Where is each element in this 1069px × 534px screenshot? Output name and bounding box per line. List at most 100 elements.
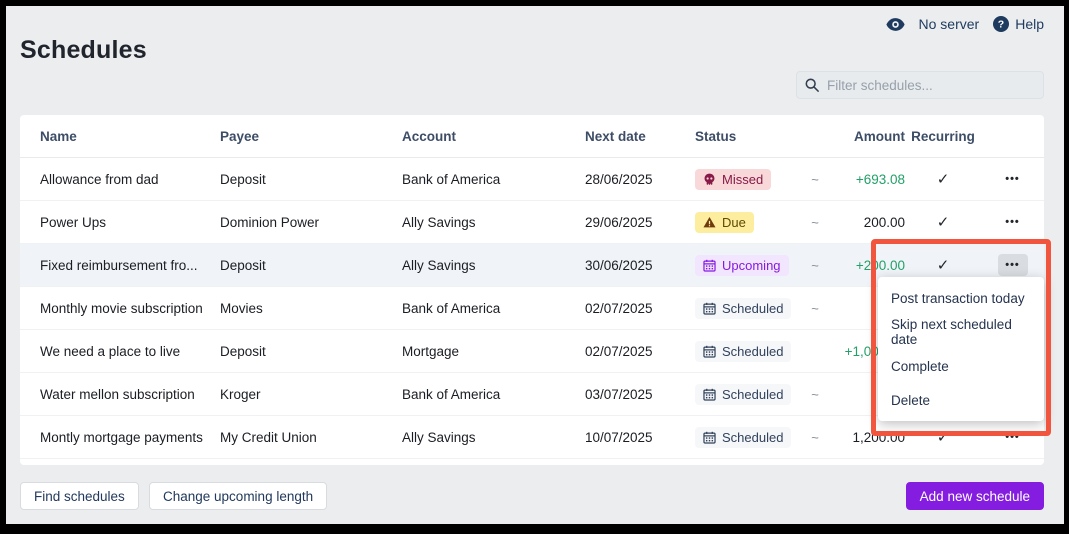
server-status-button[interactable]: No server: [919, 16, 980, 32]
row-menu-button[interactable]: •••: [1005, 172, 1020, 185]
schedule-next-date: 30/06/2025: [585, 257, 653, 273]
schedule-account: Bank of America: [402, 171, 501, 187]
row-menu-button[interactable]: •••: [1005, 215, 1020, 228]
calendar-icon: [703, 302, 716, 315]
column-header-name[interactable]: Name: [40, 128, 77, 144]
schedule-next-date: 10/07/2025: [585, 429, 653, 445]
add-new-schedule-button[interactable]: Add new schedule: [905, 482, 1044, 510]
schedule-payee: Deposit: [220, 171, 266, 187]
table-row[interactable]: Power Ups Dominion Power Ally Savings 29…: [20, 201, 1044, 244]
server-status-label: No server: [918, 16, 980, 32]
approx-tilde: ~: [811, 214, 819, 230]
schedule-payee: Deposit: [220, 343, 266, 359]
schedule-account: Ally Savings: [402, 214, 476, 230]
context-menu-item[interactable]: Delete: [891, 392, 931, 408]
status-badge: Scheduled: [695, 340, 792, 362]
help-label: Help: [1015, 16, 1044, 32]
schedule-name: Power Ups: [40, 214, 107, 230]
column-header-account[interactable]: Account: [402, 128, 456, 144]
schedule-account: Bank of America: [402, 386, 501, 402]
help-button[interactable]: ? Help: [993, 16, 1044, 32]
table-row[interactable]: Monthly movie subscription Movies Bank o…: [20, 287, 1044, 330]
schedule-name: Montly mortgage payments: [40, 429, 203, 445]
approx-tilde: ~: [811, 257, 819, 273]
column-header-next-date[interactable]: Next date: [585, 128, 646, 144]
schedules-page: No server ? Help Schedules Name Payee Ac…: [6, 6, 1064, 524]
top-bar: No server ? Help: [885, 16, 1044, 32]
schedule-next-date: 03/07/2025: [585, 386, 653, 402]
schedule-payee: Deposit: [220, 257, 266, 273]
help-icon: ?: [993, 16, 1010, 32]
context-menu-item[interactable]: Post transaction today: [891, 290, 1025, 306]
schedule-amount: +200.00: [855, 257, 905, 273]
schedule-next-date: 28/06/2025: [585, 171, 653, 187]
schedule-name: Allowance from dad: [40, 171, 159, 187]
column-header-payee[interactable]: Payee: [220, 128, 260, 144]
status-badge: Due: [695, 211, 754, 233]
calendar-icon: [703, 388, 716, 401]
column-header-status[interactable]: Status: [695, 128, 737, 144]
svg-text:?: ?: [998, 19, 1004, 31]
schedule-name: Fixed reimbursement fro...: [40, 257, 198, 273]
status-label: Missed: [722, 171, 764, 187]
calendar-icon: [703, 345, 716, 358]
schedule-account: Ally Savings: [402, 429, 476, 445]
table-row[interactable]: Montly mortgage payments My Credit Union…: [20, 416, 1044, 459]
status-label: Upcoming: [722, 257, 781, 273]
status-badge: Missed: [695, 168, 772, 190]
filter-schedules-input[interactable]: [825, 76, 1035, 94]
schedule-amount: 1,200.00: [852, 429, 905, 445]
schedule-account: Mortgage: [402, 343, 460, 359]
status-label: Scheduled: [722, 386, 784, 402]
filter-box: [796, 71, 1044, 99]
context-menu: Post transaction today Skip next schedule…: [878, 277, 1044, 421]
context-menu-item[interactable]: Skip next scheduled date: [891, 317, 1012, 347]
skull-icon: [704, 173, 715, 185]
status-label: Scheduled: [722, 343, 784, 359]
find-schedules-button[interactable]: Find schedules: [20, 482, 139, 510]
approx-tilde: ~: [811, 386, 819, 402]
status-badge: Scheduled: [695, 297, 792, 319]
schedule-account: Bank of America: [402, 300, 501, 316]
schedule-payee: Movies: [220, 300, 263, 316]
recurring-check-icon: ✓: [936, 429, 950, 446]
status-badge: Scheduled: [695, 383, 792, 405]
schedule-next-date: 29/06/2025: [585, 214, 653, 230]
schedule-next-date: 02/07/2025: [585, 300, 653, 316]
column-header-amount[interactable]: Amount: [854, 128, 905, 144]
schedule-name: Water mellon subscription: [40, 386, 195, 402]
approx-tilde: ~: [811, 429, 819, 445]
page-title: Schedules: [20, 36, 147, 64]
status-label: Scheduled: [722, 300, 784, 316]
eye-icon: [885, 17, 905, 31]
row-menu-button[interactable]: •••: [1005, 430, 1020, 443]
status-label: Scheduled: [722, 429, 784, 445]
row-menu-button[interactable]: •••: [997, 254, 1028, 276]
schedule-payee: Kroger: [220, 386, 261, 402]
recurring-check-icon: ✓: [936, 171, 950, 188]
privacy-eye-button[interactable]: [885, 17, 905, 31]
status-badge: Upcoming: [695, 254, 789, 276]
schedule-name: We need a place to live: [40, 343, 181, 359]
schedule-name: Monthly movie subscription: [40, 300, 203, 316]
schedule-payee: My Credit Union: [220, 429, 317, 445]
warning-icon: [703, 216, 716, 227]
schedule-account: Ally Savings: [402, 257, 476, 273]
schedule-amount: 200.00: [863, 214, 905, 230]
approx-tilde: ~: [811, 300, 819, 316]
status-badge: Scheduled: [695, 426, 792, 448]
calendar-icon: [703, 431, 716, 444]
column-header-recurring[interactable]: Recurring: [911, 128, 975, 144]
table-row[interactable]: Allowance from dad Deposit Bank of Ameri…: [20, 158, 1044, 201]
change-upcoming-length-button[interactable]: Change upcoming length: [149, 482, 328, 510]
schedule-next-date: 02/07/2025: [585, 343, 653, 359]
context-menu-item[interactable]: Complete: [891, 358, 949, 374]
table-header-row: Name Payee Account Next date Status Amou…: [20, 115, 1044, 158]
recurring-check-icon: ✓: [936, 214, 950, 231]
search-icon: [805, 78, 819, 92]
approx-tilde: ~: [811, 171, 819, 187]
status-label: Due: [722, 214, 746, 230]
calendar-icon: [703, 259, 716, 272]
recurring-check-icon: ✓: [936, 257, 950, 274]
schedule-payee: Dominion Power: [220, 214, 320, 230]
